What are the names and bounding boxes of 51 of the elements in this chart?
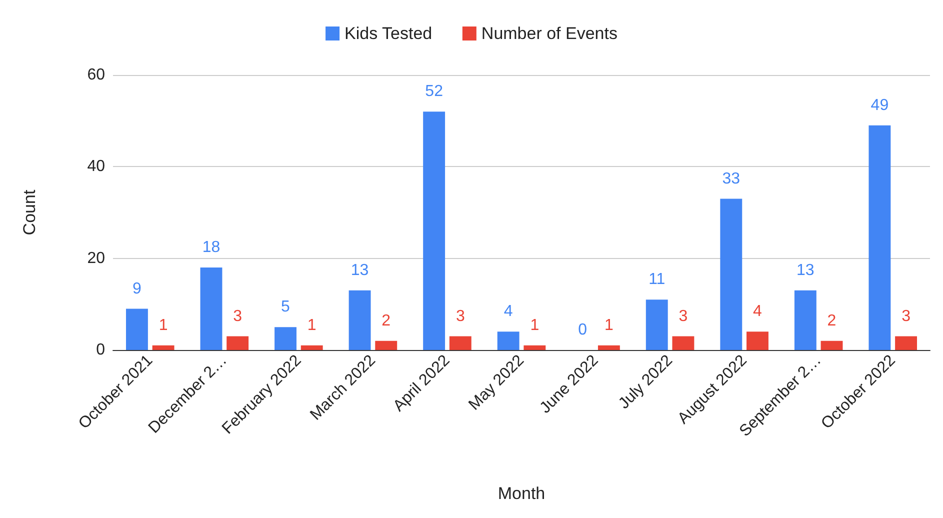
- bar: [348, 290, 371, 350]
- data-label: 13: [350, 262, 369, 279]
- data-label: 3: [233, 308, 242, 325]
- bar: [375, 340, 398, 350]
- data-label: 52: [425, 83, 444, 100]
- bar: [449, 336, 472, 350]
- x-axis-title: Month: [498, 484, 546, 503]
- y-tick-label: 20: [87, 250, 106, 267]
- bar: [720, 198, 742, 350]
- data-label: 1: [158, 316, 168, 334]
- data-label: 49: [870, 96, 889, 114]
- bar: [300, 345, 323, 350]
- bar: [598, 345, 620, 350]
- data-label: 4: [753, 303, 762, 320]
- data-label: 13: [796, 262, 814, 279]
- data-label: 1: [307, 316, 316, 334]
- data-label: 0: [578, 322, 588, 338]
- data-label: 1: [530, 316, 540, 334]
- bar: [497, 332, 520, 350]
- data-label: 9: [132, 280, 142, 298]
- bar: [200, 268, 222, 350]
- y-tick-label: 60: [87, 66, 106, 84]
- bar: [274, 327, 296, 350]
- data-label: 18: [202, 239, 220, 256]
- bar: [746, 332, 768, 350]
- bar: [895, 336, 917, 350]
- bar: [423, 112, 446, 350]
- bar: [868, 125, 891, 350]
- bar: [794, 290, 816, 350]
- bar: [646, 300, 668, 350]
- bar: [126, 308, 148, 350]
- data-label: 2: [827, 312, 836, 330]
- y-tick-label: 40: [87, 158, 106, 176]
- bar: [672, 336, 694, 350]
- legend-label: Kids Tested: [344, 24, 432, 43]
- bar: [226, 336, 249, 350]
- data-label: 4: [504, 303, 513, 320]
- y-axis-title: Count: [20, 190, 39, 236]
- data-label: 2: [382, 312, 391, 330]
- data-label: 3: [456, 308, 465, 325]
- data-label: 1: [604, 316, 614, 334]
- data-label: 3: [902, 308, 911, 325]
- data-label: 3: [678, 308, 688, 325]
- data-label: 5: [281, 298, 290, 316]
- legend-label: Number of Events: [481, 24, 618, 43]
- bar: [152, 345, 174, 350]
- data-label: 11: [648, 271, 666, 288]
- bar: [524, 345, 546, 350]
- bar: [820, 340, 843, 350]
- data-label: 33: [722, 170, 740, 188]
- y-tick-label: 0: [96, 342, 106, 358]
